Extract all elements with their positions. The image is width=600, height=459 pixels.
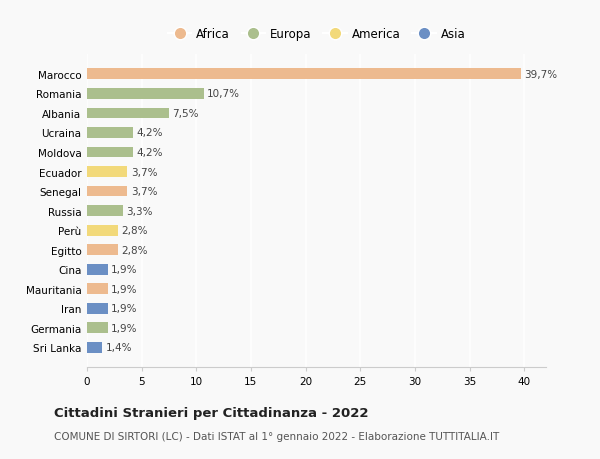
- Bar: [87, 206, 123, 217]
- Bar: [87, 284, 108, 295]
- Bar: [87, 69, 521, 80]
- Bar: [87, 225, 118, 236]
- Text: 1,9%: 1,9%: [111, 304, 137, 313]
- Bar: [87, 147, 133, 158]
- Text: 10,7%: 10,7%: [207, 89, 240, 99]
- Bar: [87, 128, 133, 139]
- Bar: [87, 264, 108, 275]
- Text: 4,2%: 4,2%: [136, 128, 163, 138]
- Bar: [87, 342, 102, 353]
- Bar: [87, 303, 108, 314]
- Text: 1,9%: 1,9%: [111, 265, 137, 274]
- Text: 39,7%: 39,7%: [524, 70, 557, 79]
- Text: 7,5%: 7,5%: [172, 109, 199, 118]
- Bar: [87, 245, 118, 256]
- Bar: [87, 89, 204, 100]
- Text: 1,9%: 1,9%: [111, 284, 137, 294]
- Text: Cittadini Stranieri per Cittadinanza - 2022: Cittadini Stranieri per Cittadinanza - 2…: [54, 406, 368, 419]
- Text: COMUNE DI SIRTORI (LC) - Dati ISTAT al 1° gennaio 2022 - Elaborazione TUTTITALIA: COMUNE DI SIRTORI (LC) - Dati ISTAT al 1…: [54, 431, 499, 442]
- Text: 3,7%: 3,7%: [131, 167, 157, 177]
- Text: 4,2%: 4,2%: [136, 148, 163, 157]
- Legend: Africa, Europa, America, Asia: Africa, Europa, America, Asia: [163, 23, 470, 46]
- Text: 3,7%: 3,7%: [131, 187, 157, 196]
- Text: 3,3%: 3,3%: [127, 206, 153, 216]
- Text: 2,8%: 2,8%: [121, 245, 148, 255]
- Text: 1,4%: 1,4%: [106, 343, 132, 353]
- Text: 2,8%: 2,8%: [121, 226, 148, 235]
- Text: 1,9%: 1,9%: [111, 323, 137, 333]
- Bar: [87, 323, 108, 334]
- Bar: [87, 108, 169, 119]
- Bar: [87, 186, 127, 197]
- Bar: [87, 167, 127, 178]
